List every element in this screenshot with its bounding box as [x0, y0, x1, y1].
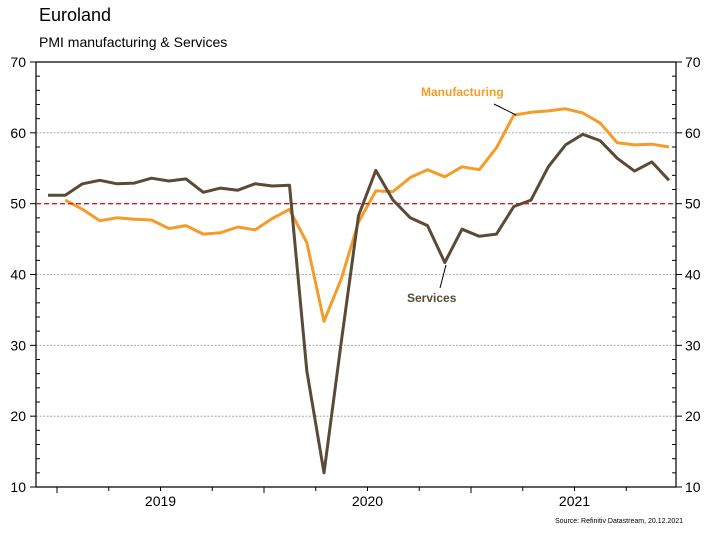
y-tick-label-right: 70: [685, 54, 701, 70]
y-tick-label-right: 40: [685, 267, 701, 283]
series-line-services: [48, 132, 671, 475]
y-tick-label-right: 10: [685, 479, 701, 495]
y-tick-label-right: 60: [685, 125, 701, 141]
chart-title: Euroland: [39, 5, 112, 25]
x-tick-label-2021: 2021: [559, 493, 590, 509]
y-tick-label-left: 40: [10, 267, 26, 283]
services-annotation-leader: [439, 264, 447, 289]
y-tick-label-right: 50: [685, 196, 701, 212]
x-tick-label-2019: 2019: [145, 493, 176, 509]
y-tick-label-left: 20: [10, 408, 26, 424]
services-annotation: Services: [407, 291, 457, 305]
y-tick-label-left: 30: [10, 337, 26, 353]
source-note: Source: Refinitiv Datastream, 20.12.2021: [554, 518, 683, 525]
manufacturing-annotation-leader: [493, 103, 517, 116]
y-tick-label-left: 70: [10, 54, 26, 70]
y-tick-label-left: 10: [10, 479, 26, 495]
x-tick-label-2020: 2020: [352, 493, 383, 509]
manufacturing-annotation: Manufacturing: [421, 85, 504, 99]
y-tick-label-right: 30: [685, 337, 701, 353]
y-tick-label-left: 60: [10, 125, 26, 141]
series-lines: [36, 107, 676, 475]
y-tick-label-right: 20: [685, 408, 701, 424]
y-tick-label-left: 50: [10, 196, 26, 212]
chart-subtitle: PMI manufacturing & Services: [39, 34, 228, 50]
gridlines: [36, 132, 676, 417]
annotations: Manufacturing Services: [407, 85, 517, 305]
series-line-manufacturing: [64, 107, 670, 323]
